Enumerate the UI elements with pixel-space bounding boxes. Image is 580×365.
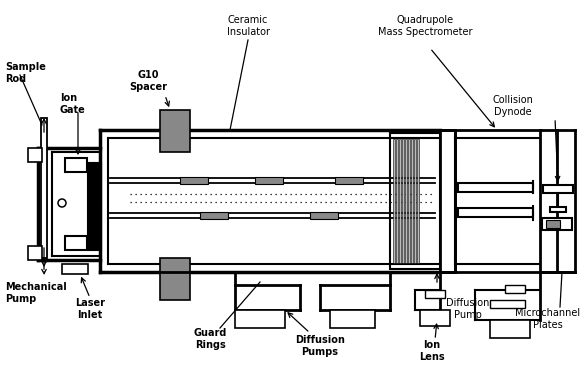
Bar [330, 310, 375, 328]
Text: Laser
Inlet: Laser Inlet [75, 298, 105, 320]
Text: Diffusion
Pumps: Diffusion Pumps [295, 335, 345, 357]
Bar [390, 133, 440, 269]
Bar [425, 290, 445, 298]
Bar [408, 139, 410, 263]
Bar [335, 177, 363, 184]
Bar [393, 139, 395, 263]
Bar [65, 236, 87, 250]
Bar [490, 300, 525, 308]
Bar [28, 148, 42, 162]
Bar [405, 139, 407, 263]
Bar [458, 183, 533, 192]
Bar [420, 310, 450, 326]
Text: Mechanical
Pump: Mechanical Pump [5, 282, 67, 304]
Bar [310, 212, 338, 219]
Text: Ceramic
Insulator: Ceramic Insulator [227, 15, 270, 36]
Text: Sample
Rod: Sample Rod [5, 62, 46, 84]
Bar [399, 139, 401, 263]
Bar [87, 162, 101, 207]
Bar [41, 118, 47, 258]
Bar [87, 207, 101, 250]
Bar [402, 139, 404, 263]
Bar [550, 207, 566, 212]
Bar [543, 185, 573, 193]
Text: Diffusion
Pump: Diffusion Pump [447, 298, 490, 320]
Bar [180, 177, 208, 184]
Text: Ion
Gate: Ion Gate [60, 93, 86, 115]
Bar [65, 158, 87, 172]
Bar [546, 220, 560, 228]
Bar [396, 139, 398, 263]
Bar [440, 130, 455, 272]
Text: Ion
Lens: Ion Lens [419, 340, 445, 362]
Circle shape [58, 199, 66, 207]
Bar [160, 110, 190, 152]
Bar [505, 285, 525, 293]
Bar [458, 208, 533, 217]
Bar [200, 212, 228, 219]
Bar [160, 258, 190, 300]
Text: Collision
Dynode: Collision Dynode [492, 95, 534, 116]
Bar [28, 246, 42, 260]
Bar [490, 320, 530, 338]
Bar [62, 264, 88, 274]
Bar [542, 218, 572, 230]
Bar [414, 139, 416, 263]
Bar [255, 177, 283, 184]
Bar [235, 310, 285, 328]
Text: Quadrupole
Mass Spectrometer: Quadrupole Mass Spectrometer [378, 15, 472, 36]
Text: Guard
Rings: Guard Rings [193, 328, 227, 350]
Bar [417, 139, 419, 263]
Text: Microchannel
Plates: Microchannel Plates [516, 308, 580, 330]
Bar [411, 139, 413, 263]
Text: G10
Spacer: G10 Spacer [129, 70, 167, 92]
